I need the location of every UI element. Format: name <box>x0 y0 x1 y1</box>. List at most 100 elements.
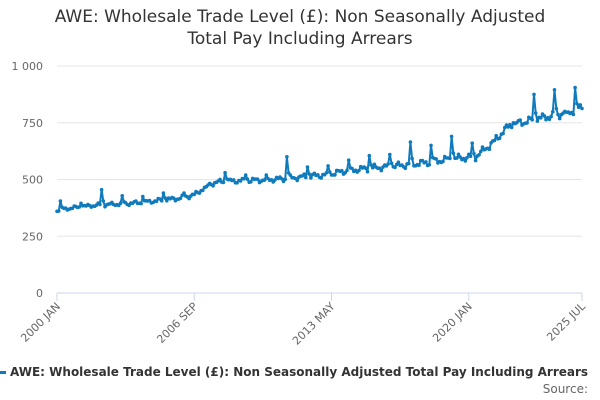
data-point <box>192 192 197 197</box>
data-point <box>552 88 557 92</box>
data-point <box>218 177 222 182</box>
data-point <box>532 92 536 97</box>
chart-title-line-1: AWE: Wholesale Trade Level (£): Non Seas… <box>54 7 546 27</box>
data-point <box>463 159 468 163</box>
series-line <box>56 86 583 213</box>
data-point <box>451 151 456 155</box>
data-point <box>456 152 461 157</box>
data-point <box>295 178 300 183</box>
y-tick-label: 1 000 <box>12 60 44 73</box>
data-point <box>243 173 248 177</box>
data-point <box>307 172 312 176</box>
data-point <box>357 168 361 173</box>
data-point <box>223 170 227 175</box>
data-point <box>328 170 332 174</box>
data-point <box>147 198 152 203</box>
x-tick-label: 2020 JAN <box>430 300 475 345</box>
data-point <box>429 143 433 148</box>
data-point <box>525 121 529 125</box>
data-point <box>427 163 432 167</box>
data-point <box>159 199 164 203</box>
series-layer <box>55 85 584 214</box>
x-tick-label: 2013 MAY <box>290 300 338 348</box>
data-point <box>255 177 260 181</box>
data-point <box>346 158 351 162</box>
data-point <box>182 191 186 195</box>
data-point <box>304 175 308 180</box>
chart-title: AWE: Wholesale Trade Level (£): Non Seas… <box>0 6 600 50</box>
data-point <box>141 194 145 199</box>
data-point <box>549 114 553 119</box>
data-point <box>468 154 473 158</box>
data-point <box>309 176 313 180</box>
data-point <box>473 158 478 163</box>
data-point <box>326 164 330 168</box>
data-point <box>118 201 123 205</box>
data-point <box>448 156 452 161</box>
data-point <box>302 172 306 176</box>
data-point <box>557 116 562 121</box>
data-point <box>479 149 483 154</box>
data-point <box>410 156 414 161</box>
data-point <box>455 156 459 160</box>
data-point <box>388 152 392 157</box>
data-point <box>161 191 166 195</box>
data-point <box>379 168 384 173</box>
data-point <box>406 161 411 166</box>
y-tick-label: 500 <box>22 174 43 187</box>
data-point <box>530 118 534 122</box>
data-point <box>465 155 469 160</box>
data-point <box>509 125 514 130</box>
data-point <box>518 118 522 122</box>
data-point <box>101 199 106 203</box>
data-point <box>533 111 538 115</box>
data-point <box>231 178 236 182</box>
data-point <box>365 169 370 174</box>
data-point <box>571 112 576 117</box>
data-point <box>547 117 552 122</box>
data-point <box>77 205 82 209</box>
x-tick-label: 2025 JUL <box>544 299 588 343</box>
data-point <box>458 155 463 159</box>
legend[interactable]: AWE: Wholesale Trade Level (£): Non Seas… <box>0 365 588 379</box>
data-point <box>393 165 397 170</box>
data-point <box>535 119 540 123</box>
data-point <box>201 188 205 193</box>
data-point <box>554 106 559 111</box>
data-point <box>501 131 505 136</box>
data-point <box>364 166 368 170</box>
data-point <box>154 199 159 203</box>
data-point <box>163 196 167 200</box>
data-point <box>120 194 124 198</box>
data-point <box>449 134 454 139</box>
data-point <box>333 173 337 177</box>
data-point <box>305 165 310 169</box>
x-tick-label: 2006 SEP <box>154 300 200 346</box>
data-point <box>396 160 401 164</box>
data-point <box>245 177 250 181</box>
y-tick-label: 0 <box>36 287 43 300</box>
data-point <box>539 116 543 120</box>
data-point <box>573 85 577 90</box>
grid-layer <box>57 65 582 294</box>
data-point <box>283 177 288 182</box>
data-point <box>221 180 226 185</box>
data-point <box>494 133 499 138</box>
data-point <box>370 165 375 170</box>
data-point <box>367 153 372 158</box>
source-label: Source: <box>542 382 588 396</box>
data-point <box>340 168 344 173</box>
data-point <box>99 187 104 192</box>
data-point <box>249 180 253 184</box>
data-point <box>575 101 579 106</box>
data-point <box>211 184 215 188</box>
data-point <box>372 162 377 167</box>
data-point <box>441 159 445 164</box>
data-point <box>417 163 421 168</box>
data-point <box>242 176 246 181</box>
data-point <box>403 166 408 171</box>
data-point <box>480 145 485 149</box>
data-point <box>492 138 497 143</box>
